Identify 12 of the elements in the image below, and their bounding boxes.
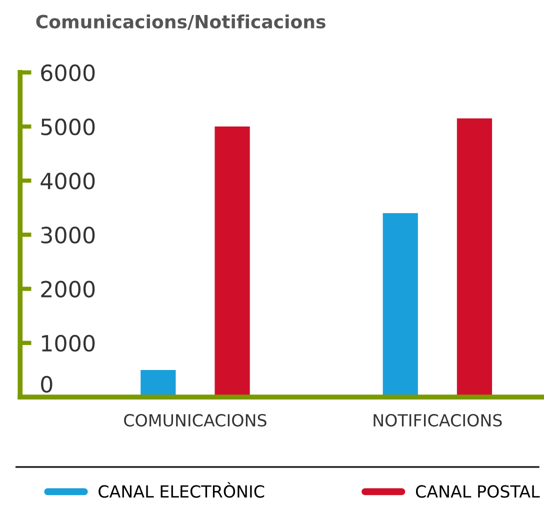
x-tick-label: NOTIFICACIONS: [374, 414, 502, 427]
y-tick-label: 6000: [41, 64, 95, 82]
y-tick-label: 2000: [41, 280, 95, 298]
y-tick-label: 3000: [41, 226, 95, 244]
x-tick-label: COMUNICACIONS: [124, 414, 266, 427]
y-tick-label: 4000: [40, 172, 95, 190]
y-tick-label: 0: [41, 376, 52, 393]
y-tick-label: 1000: [42, 334, 95, 352]
legend-label: CANAL ELECTRÒNIC: [98, 482, 264, 498]
chart-title: Comunicacions/Notificacions: [36, 14, 326, 30]
y-tick-label: 5000: [41, 118, 95, 136]
legend-label: CANAL POSTAL: [416, 485, 540, 498]
